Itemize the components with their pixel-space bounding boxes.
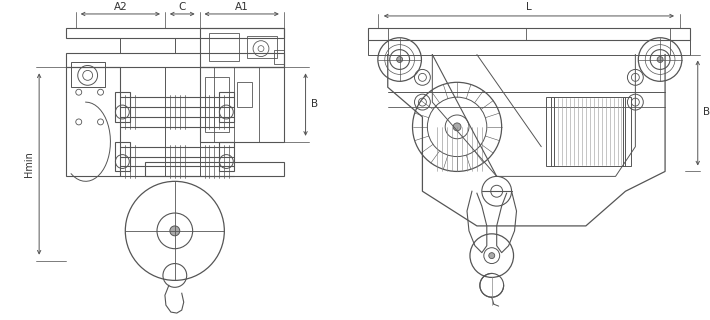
- Bar: [209, 33, 239, 60]
- Bar: [237, 82, 252, 107]
- Circle shape: [170, 226, 180, 236]
- Circle shape: [488, 253, 495, 259]
- Text: Hmin: Hmin: [24, 152, 34, 178]
- Bar: [247, 36, 277, 58]
- Bar: [546, 97, 554, 166]
- Text: C: C: [178, 2, 185, 12]
- Bar: [66, 68, 121, 176]
- Bar: [71, 62, 106, 87]
- Bar: [623, 97, 631, 166]
- Circle shape: [397, 57, 403, 62]
- Bar: [145, 162, 284, 176]
- Bar: [66, 52, 284, 68]
- Bar: [219, 92, 234, 122]
- Bar: [66, 28, 284, 38]
- Text: L: L: [525, 2, 531, 12]
- Text: A2: A2: [114, 2, 127, 12]
- Text: A1: A1: [235, 2, 249, 12]
- Circle shape: [657, 57, 663, 62]
- Bar: [200, 28, 284, 68]
- Text: B: B: [703, 107, 710, 117]
- Bar: [368, 40, 690, 55]
- Bar: [551, 97, 626, 166]
- Bar: [274, 50, 284, 64]
- Text: B: B: [310, 99, 317, 109]
- Bar: [116, 92, 130, 122]
- Bar: [121, 38, 175, 52]
- Bar: [204, 77, 229, 132]
- Bar: [116, 142, 130, 172]
- Bar: [200, 68, 284, 142]
- Bar: [368, 28, 690, 40]
- Bar: [219, 142, 234, 172]
- Circle shape: [453, 123, 461, 131]
